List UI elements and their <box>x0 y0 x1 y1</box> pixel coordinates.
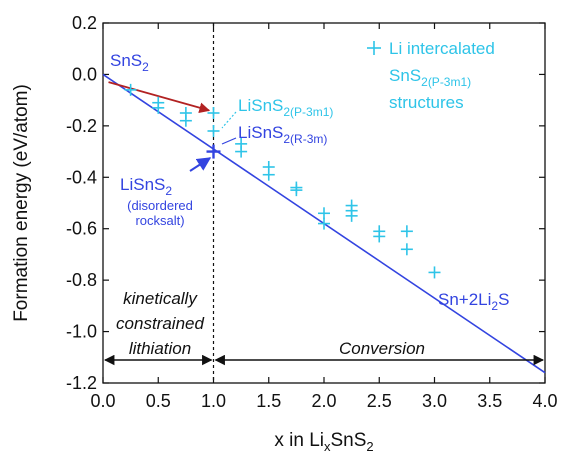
lisns2-p3m1-pointer <box>221 111 237 129</box>
x-tick-label: 3.5 <box>477 391 502 411</box>
data-point-plus <box>152 101 165 114</box>
legend-line-3: structures <box>389 93 464 112</box>
y-tick-label: -1.0 <box>66 322 97 342</box>
data-point-plus <box>207 125 220 137</box>
y-tick-label: -0.6 <box>66 219 97 239</box>
lisns2-disordered-line2: (disordered <box>127 198 193 213</box>
data-point-plus <box>235 145 248 158</box>
red-arrow <box>108 81 211 113</box>
data-point-plus <box>318 217 330 230</box>
y-tick-label: -0.2 <box>66 116 97 136</box>
kinetic-line-1: kinetically <box>123 289 198 308</box>
kinetic-line-2: constrained <box>116 314 204 333</box>
lisns2-disordered-pointer <box>189 157 212 172</box>
data-point-plus <box>290 184 303 197</box>
y-tick-label: -0.4 <box>66 167 97 187</box>
x-tick-label: 0.0 <box>90 391 115 411</box>
lisns2-r3m-pointer <box>221 137 237 145</box>
y-axis-ticks: 0.2 0.0 -0.2 -0.4 -0.6 -0.8 -1.0 -1.2 <box>66 13 545 393</box>
kinetic-region-label: kinetically constrained lithiation <box>112 285 210 359</box>
y-tick-label: -1.2 <box>66 373 97 393</box>
data-point-plus <box>400 225 413 238</box>
lisns2-disordered-line3: rocksalt) <box>135 213 184 228</box>
x-tick-label: 3.0 <box>422 391 447 411</box>
sn-2li2s-label: Sn+2Li2S <box>438 290 509 313</box>
data-point-plus <box>400 243 413 256</box>
legend-line-2: SnS2(P-3m1) <box>389 66 471 89</box>
data-point-plus <box>318 207 330 220</box>
data-point-plus <box>373 230 386 243</box>
x-tick-label: 1.0 <box>201 391 226 411</box>
sns2-label: SnS2 <box>110 51 149 74</box>
x-axis-title: x in LixSnS2 <box>274 430 373 454</box>
x-tick-label: 4.0 <box>532 391 557 411</box>
data-point-plus <box>207 107 220 119</box>
x-axis-ticks: 0.0 0.5 1.0 1.5 2.0 2.5 3.0 3.5 4.0 <box>90 23 558 411</box>
x-tick-label: 0.5 <box>146 391 171 411</box>
lisns2-disordered-label: LiSnS2 <box>120 175 172 198</box>
kinetic-line-3: lithiation <box>129 339 191 358</box>
legend-marker <box>367 41 381 55</box>
data-point-plus <box>428 266 441 279</box>
legend: Li intercalated SnS2(P-3m1) structures <box>367 39 495 112</box>
data-point-plus <box>124 83 137 96</box>
conversion-label: Conversion <box>339 339 425 358</box>
y-axis-title: Formation energy (eV/atom) <box>11 84 32 322</box>
data-point-plus <box>345 209 358 222</box>
scatter-series <box>124 83 441 279</box>
x-tick-label: 1.5 <box>256 391 281 411</box>
lisns2-disordered-marker <box>206 144 221 159</box>
legend-line-1: Li intercalated <box>389 39 495 58</box>
data-point-plus <box>179 114 192 127</box>
x-tick-label: 2.0 <box>311 391 336 411</box>
data-point-plus <box>262 168 275 181</box>
y-tick-label: 0.0 <box>72 64 97 84</box>
x-tick-label: 2.5 <box>367 391 392 411</box>
y-tick-label: -0.8 <box>66 270 97 290</box>
lisns2-p3m1-label: LiSnS2(P-3m1) <box>238 96 333 119</box>
lisns2-r3m-label: LiSnS2(R-3m) <box>238 123 327 146</box>
y-tick-label: 0.2 <box>72 13 97 33</box>
